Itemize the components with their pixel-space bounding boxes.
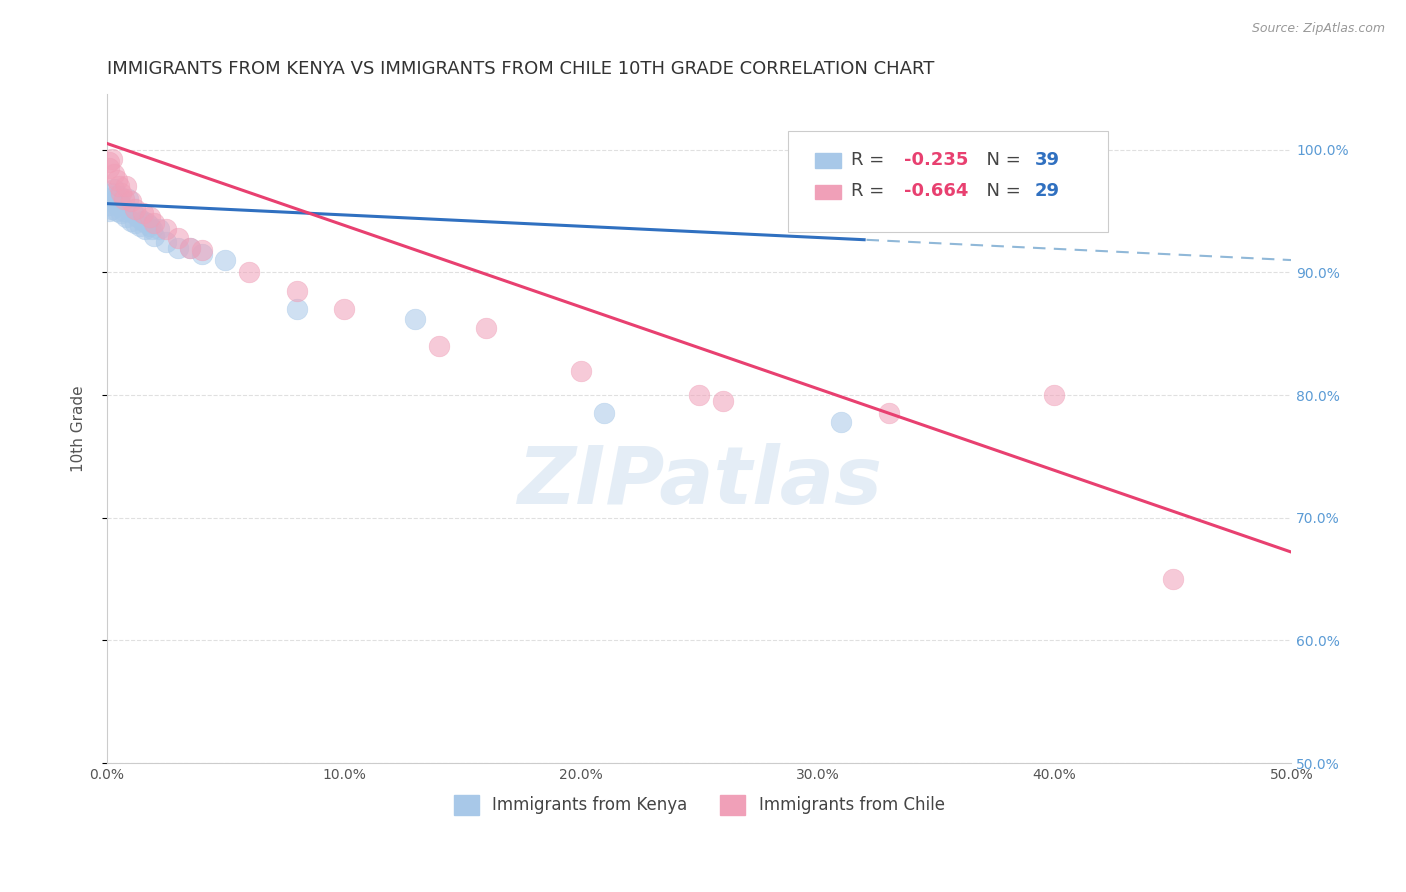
Point [143,216,166,230]
Point [120,214,142,228]
Point [129,219,152,233]
Point [593,407,616,421]
Point [131,214,153,228]
Point [155,222,177,236]
Text: R =: R = [851,151,890,169]
Point [191,244,214,258]
Point [427,339,450,353]
Point [108,179,131,194]
Text: 29: 29 [1035,182,1059,201]
Text: 39: 39 [1035,151,1059,169]
Legend: Immigrants from Kenya, Immigrants from Chile: Immigrants from Kenya, Immigrants from C… [447,788,952,822]
Point [110,198,132,212]
Point [167,241,190,255]
FancyBboxPatch shape [787,131,1108,232]
Point [124,216,146,230]
Point [143,228,166,243]
Point [98,204,121,219]
Text: -0.664: -0.664 [904,182,969,201]
Point [98,192,121,206]
Point [167,231,190,245]
Point [105,198,128,212]
Point [105,173,128,187]
Point [155,235,177,249]
Point [830,415,852,429]
Point [1043,388,1066,402]
Point [101,153,124,167]
Point [112,192,135,206]
Point [569,363,592,377]
Point [117,192,139,206]
Point [711,394,734,409]
Point [138,219,160,233]
Point [404,312,426,326]
Point [148,222,170,236]
Point [101,194,124,209]
Point [136,216,159,230]
Point [105,204,128,219]
Point [120,194,142,209]
Point [877,407,900,421]
Text: ZIPatlas: ZIPatlas [516,443,882,521]
Y-axis label: 10th Grade: 10th Grade [72,385,86,472]
Point [333,302,356,317]
Point [191,247,214,261]
Point [110,206,132,220]
Point [108,194,131,209]
Bar [815,153,841,168]
Text: IMMIGRANTS FROM KENYA VS IMMIGRANTS FROM CHILE 10TH GRADE CORRELATION CHART: IMMIGRANTS FROM KENYA VS IMMIGRANTS FROM… [107,60,935,78]
Point [475,320,498,334]
Point [115,179,138,194]
Point [101,186,124,200]
Point [103,167,125,181]
Point [122,206,145,220]
Point [688,388,710,402]
Text: Source: ZipAtlas.com: Source: ZipAtlas.com [1251,22,1385,36]
Point [131,206,153,220]
Point [214,253,236,268]
Point [285,284,308,298]
Point [98,155,121,169]
Text: R =: R = [851,182,890,201]
Point [98,198,121,212]
Point [238,265,260,279]
Point [112,204,135,219]
Text: N =: N = [976,182,1026,201]
Point [108,189,131,203]
Point [103,182,125,196]
Point [127,210,149,224]
Point [1161,572,1184,586]
Text: -0.235: -0.235 [904,151,969,169]
Point [115,210,138,224]
Point [98,161,121,175]
Point [179,241,201,255]
Text: N =: N = [976,151,1026,169]
Point [103,194,125,209]
Point [124,202,146,216]
Point [179,241,201,255]
Point [103,189,125,203]
Point [285,302,308,317]
Point [141,222,163,236]
Point [101,202,124,216]
Bar [815,185,841,200]
Point [138,210,160,224]
Point [110,186,132,200]
Point [134,222,156,236]
